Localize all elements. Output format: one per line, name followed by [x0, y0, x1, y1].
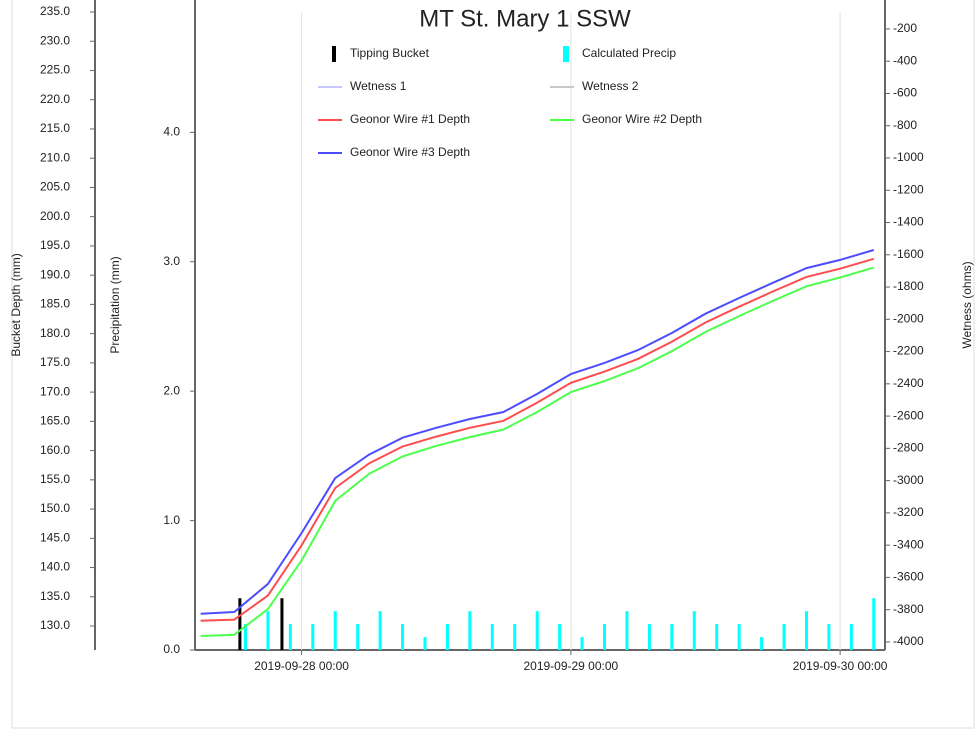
y2-axis-title: Precipitation (mm): [108, 256, 122, 353]
y3ticks-label: -200: [893, 21, 917, 35]
bar: [603, 624, 607, 650]
yticks-label: 215.0: [40, 121, 70, 135]
legend-label: Geonor Wire #2 Depth: [582, 112, 702, 126]
yticks-label: 170.0: [40, 384, 70, 398]
yticks-label: 205.0: [40, 180, 70, 194]
yticks-label: 180.0: [40, 326, 70, 340]
yticks-label: 160.0: [40, 443, 70, 457]
bar: [378, 611, 382, 650]
line: [200, 257, 875, 622]
bar: [760, 637, 764, 650]
yticks-label: 135.0: [40, 589, 70, 603]
yticks-label: 195.0: [40, 238, 70, 252]
bar: [625, 611, 629, 650]
bar: [580, 637, 584, 650]
y2ticks-label: 3.0: [163, 254, 180, 268]
bar: [490, 624, 494, 650]
legend-swatch: [332, 46, 336, 62]
yticks-label: 190.0: [40, 267, 70, 281]
yticks-label: 140.0: [40, 560, 70, 574]
legend-swatch: [563, 46, 569, 62]
bar: [333, 611, 337, 650]
yticks-label: 165.0: [40, 414, 70, 428]
yticks-label: 175.0: [40, 355, 70, 369]
y2ticks-label: 0.0: [163, 642, 180, 656]
bar: [849, 624, 853, 650]
yticks-label: 185.0: [40, 297, 70, 311]
bar: [238, 598, 242, 650]
x-tick-label: 2019-09-30 00:00: [793, 659, 888, 673]
bar: [401, 624, 405, 650]
bar: [692, 611, 696, 650]
y3ticks-label: -1400: [893, 215, 924, 229]
y3ticks-label: -3600: [893, 570, 924, 584]
bar: [558, 624, 562, 650]
y3-axis-title: Wetness (ohms): [960, 261, 974, 348]
bar: [288, 624, 292, 650]
bar: [243, 624, 247, 650]
line: [200, 249, 875, 615]
bar: [445, 624, 449, 650]
y3ticks-label: -2200: [893, 344, 924, 358]
y3ticks-label: -400: [893, 53, 917, 67]
bar: [266, 611, 270, 650]
x-tick-label: 2019-09-29 00:00: [523, 659, 618, 673]
bar: [804, 611, 808, 650]
y3ticks-label: -3000: [893, 473, 924, 487]
y3ticks-label: -4000: [893, 634, 924, 648]
y3ticks-label: -800: [893, 118, 917, 132]
y2ticks-label: 1.0: [163, 513, 180, 527]
yticks-label: 220.0: [40, 92, 70, 106]
y-axis-title: Bucket Depth (mm): [9, 253, 23, 356]
yticks-label: 225.0: [40, 63, 70, 77]
yticks-label: 210.0: [40, 150, 70, 164]
legend-label: Geonor Wire #1 Depth: [350, 112, 470, 126]
bar: [737, 624, 741, 650]
y2ticks-label: 2.0: [163, 383, 180, 397]
y3ticks-label: -3200: [893, 505, 924, 519]
line: [200, 266, 875, 637]
yticks-label: 130.0: [40, 618, 70, 632]
y3ticks-label: -1600: [893, 247, 924, 261]
bar: [535, 611, 539, 650]
bar: [827, 624, 831, 650]
bar: [872, 598, 876, 650]
y3ticks-label: -2400: [893, 376, 924, 390]
bar: [468, 611, 472, 650]
legend-label: Wetness 1: [350, 79, 407, 93]
yticks-label: 235.0: [40, 4, 70, 18]
y3ticks-label: -2800: [893, 441, 924, 455]
yticks-label: 230.0: [40, 33, 70, 47]
yticks-label: 145.0: [40, 530, 70, 544]
x-tick-label: 2019-09-28 00:00: [254, 659, 349, 673]
bar: [782, 624, 786, 650]
legend-label: Geonor Wire #3 Depth: [350, 145, 470, 159]
bar: [715, 624, 719, 650]
bar: [356, 624, 360, 650]
yticks-label: 200.0: [40, 209, 70, 223]
bar: [647, 624, 651, 650]
chart-title: MT St. Mary 1 SSW: [419, 5, 631, 32]
frame: [11, 0, 975, 729]
y3ticks-label: -3800: [893, 602, 924, 616]
y2ticks-label: 4.0: [163, 125, 180, 139]
bar: [513, 624, 517, 650]
legend-label: Wetness 2: [582, 79, 639, 93]
bar: [670, 624, 674, 650]
y3ticks-label: -1000: [893, 150, 924, 164]
yticks-label: 150.0: [40, 501, 70, 515]
y3ticks-label: -3400: [893, 537, 924, 551]
bar: [280, 598, 284, 650]
bar: [423, 637, 427, 650]
bar: [311, 624, 315, 650]
yticks-label: 155.0: [40, 472, 70, 486]
legend-label: Tipping Bucket: [350, 46, 430, 60]
y3ticks-label: -1200: [893, 182, 924, 196]
y3ticks-label: -2000: [893, 311, 924, 325]
y3ticks-label: -1800: [893, 279, 924, 293]
y3ticks-label: -2600: [893, 408, 924, 422]
legend-label: Calculated Precip: [582, 46, 676, 60]
y3ticks-label: -600: [893, 86, 917, 100]
